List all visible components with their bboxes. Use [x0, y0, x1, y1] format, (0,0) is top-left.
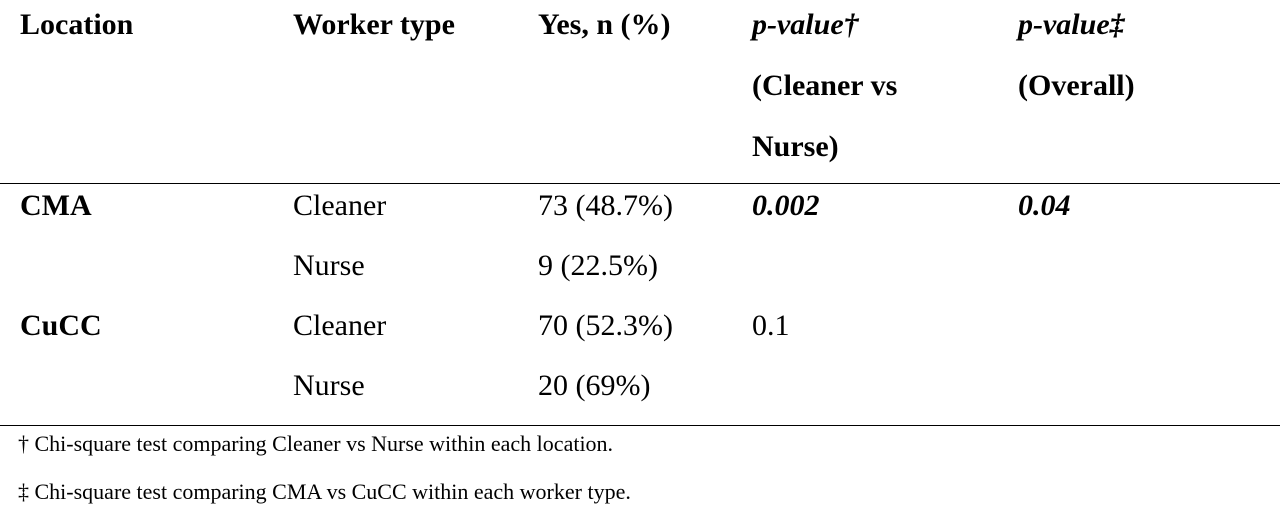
header-main: p-value†	[752, 8, 859, 41]
footnote: ‡ Chi-square test comparing CMA vs CuCC …	[18, 479, 631, 504]
worker-cell: Cleaner	[293, 309, 387, 342]
footnote: † Chi-square test comparing Cleaner vs N…	[18, 431, 614, 456]
worker-cell: Nurse	[293, 369, 365, 402]
p-pair-cell: 0.1	[752, 309, 790, 342]
yes-cell: 73 (48.7%)	[538, 189, 673, 222]
yes-cell: 70 (52.3%)	[538, 309, 673, 342]
bottom-rule	[0, 425, 1280, 426]
column-header: Worker type	[293, 8, 455, 41]
column-header: p-value† (Cleaner vs Nurse)	[752, 0, 942, 177]
header-note: (Cleaner vs Nurse)	[752, 69, 898, 163]
worker-cell: Cleaner	[293, 189, 387, 222]
header-rule	[0, 183, 1280, 184]
column-header: Yes, n (%)	[538, 8, 671, 41]
header-note: (Overall)	[1018, 69, 1135, 102]
p-overall-cell: 0.04	[1018, 189, 1071, 222]
location-cell: CuCC	[20, 309, 102, 342]
worker-cell: Nurse	[293, 249, 365, 282]
location-cell: CMA	[20, 189, 92, 222]
header-main: p-value‡	[1018, 8, 1125, 41]
yes-cell: 20 (69%)	[538, 369, 651, 402]
column-header: p-value‡ (Overall)	[1018, 0, 1208, 116]
yes-cell: 9 (22.5%)	[538, 249, 658, 282]
p-pair-cell: 0.002	[752, 189, 820, 222]
column-header: Location	[20, 8, 134, 41]
